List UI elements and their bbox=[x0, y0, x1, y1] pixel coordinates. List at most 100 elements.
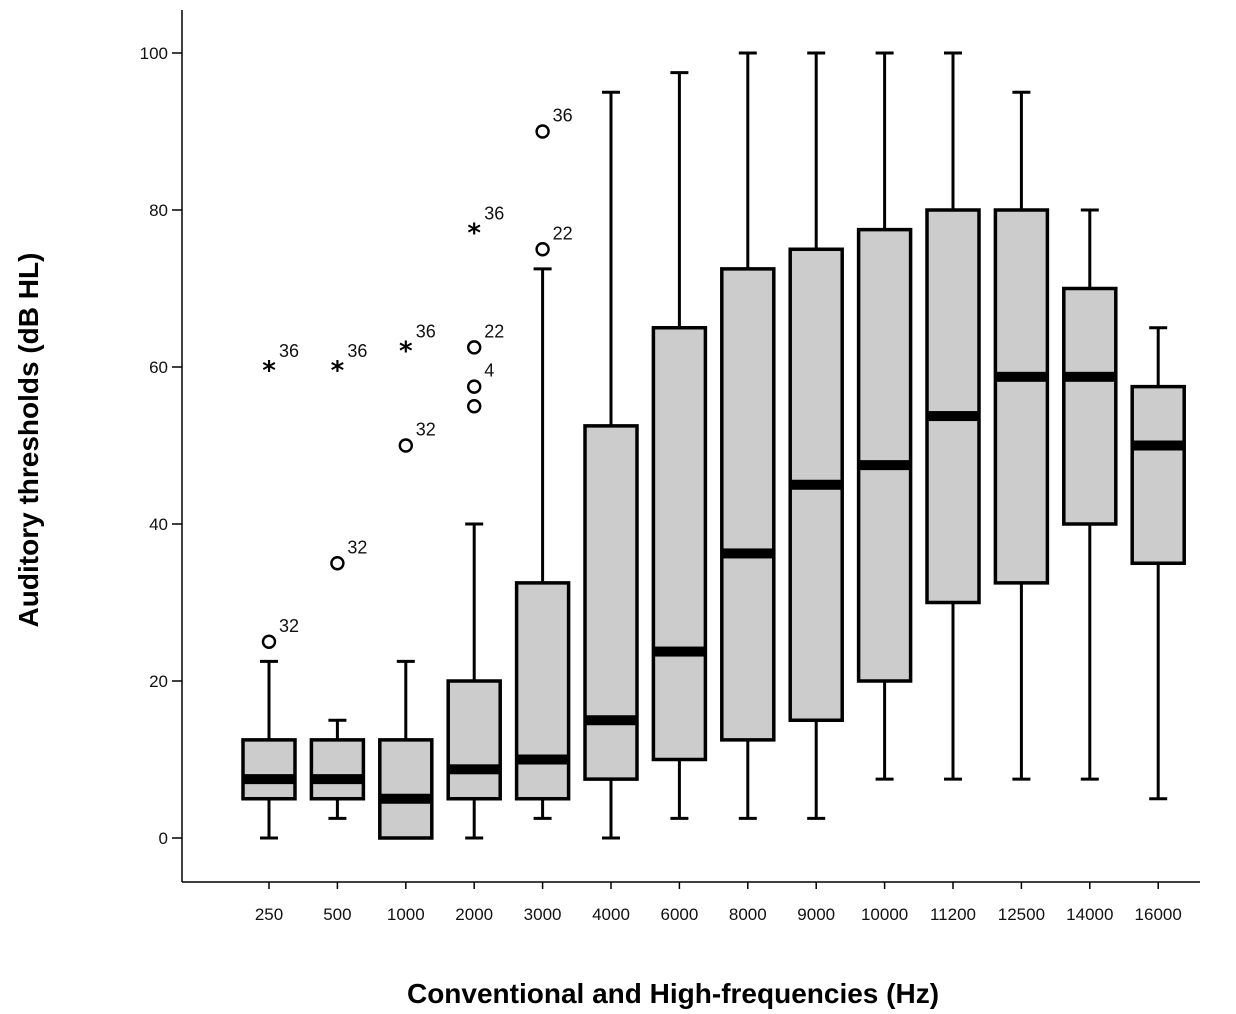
median-bar bbox=[653, 646, 706, 657]
x-tick-label: 16000 bbox=[1135, 905, 1182, 924]
x-tick-label: 11200 bbox=[930, 905, 976, 924]
outlier-circle bbox=[330, 556, 345, 571]
x-tick-label: 6000 bbox=[660, 905, 698, 924]
y-axis-title: Auditory thresholds (dB HL) bbox=[13, 253, 44, 628]
x-tick-label: 8000 bbox=[729, 905, 767, 924]
median-bar bbox=[516, 754, 569, 765]
median-bar bbox=[243, 774, 295, 785]
box-250 bbox=[241, 659, 297, 840]
outlier-circle bbox=[535, 124, 550, 139]
outlier-circle bbox=[535, 242, 550, 257]
outlier-point: 32 bbox=[398, 420, 436, 453]
outlier-label: 32 bbox=[279, 616, 299, 636]
median-bar bbox=[790, 479, 843, 490]
box-500 bbox=[309, 718, 366, 820]
outlier-label: 22 bbox=[484, 321, 504, 341]
outlier-circle bbox=[467, 379, 482, 394]
x-tick-label: 10000 bbox=[861, 905, 908, 924]
outlier-label: 36 bbox=[347, 341, 367, 361]
y-tick-label: 0 bbox=[159, 829, 168, 848]
box-body bbox=[446, 679, 502, 801]
outlier-point: 4 bbox=[467, 361, 494, 394]
outlier-star: * bbox=[331, 356, 345, 386]
boxes bbox=[241, 51, 1186, 840]
box-3000 bbox=[514, 267, 571, 820]
median-bar bbox=[1132, 440, 1185, 451]
box-body bbox=[583, 424, 639, 781]
box-body bbox=[856, 227, 913, 683]
box-6000 bbox=[651, 71, 708, 820]
median-bar bbox=[448, 764, 501, 775]
box-body bbox=[378, 738, 434, 840]
outlier-label: 32 bbox=[347, 537, 367, 557]
box-4000 bbox=[583, 90, 639, 840]
box-16000 bbox=[1130, 326, 1186, 801]
outlier-point: 22 bbox=[467, 321, 504, 355]
box-body bbox=[925, 208, 981, 605]
x-tick-label: 500 bbox=[323, 905, 351, 924]
x-ticks: 250 500 1000 2000 3000 4000 6000 8000 9000 10000 1… bbox=[255, 882, 1182, 924]
box-body bbox=[1130, 384, 1186, 565]
outlier-point: *36 bbox=[399, 321, 436, 366]
box-body bbox=[241, 738, 297, 801]
outlier-point: 32 bbox=[330, 537, 367, 571]
outlier-label: 36 bbox=[416, 321, 436, 341]
outlier-point: *36 bbox=[262, 341, 299, 386]
box-8000 bbox=[720, 51, 776, 820]
x-tick-label: 9000 bbox=[797, 905, 835, 924]
outlier-circle bbox=[467, 399, 482, 414]
box-body bbox=[1062, 286, 1118, 526]
outlier-label: 32 bbox=[416, 420, 436, 440]
outlier-label: 36 bbox=[553, 106, 573, 126]
y-tick-label: 100 bbox=[140, 44, 168, 63]
outlier-point bbox=[467, 399, 482, 414]
median-bar bbox=[1063, 371, 1116, 382]
box-body bbox=[720, 267, 776, 742]
y-tick-label: 60 bbox=[149, 358, 168, 377]
box-body bbox=[514, 581, 571, 801]
median-bar bbox=[858, 460, 911, 471]
x-tick-label: 4000 bbox=[592, 905, 630, 924]
outlier-label: 4 bbox=[484, 361, 494, 381]
box-body bbox=[309, 738, 366, 801]
outlier-point: *36 bbox=[467, 204, 504, 249]
x-tick-label: 1000 bbox=[387, 905, 425, 924]
y-ticks: 0 20 40 60 80 100 bbox=[140, 44, 182, 848]
box-10000 bbox=[856, 51, 913, 781]
outlier-circle bbox=[261, 634, 277, 649]
box-body bbox=[993, 208, 1050, 585]
outlier-label: 36 bbox=[484, 204, 504, 224]
y-tick-label: 40 bbox=[149, 515, 168, 534]
x-tick-label: 12500 bbox=[998, 905, 1045, 924]
outlier-point: 32 bbox=[261, 616, 299, 649]
box-body bbox=[651, 326, 708, 762]
outlier-label: 36 bbox=[279, 341, 299, 361]
axes bbox=[181, 10, 1200, 883]
median-bar bbox=[721, 548, 774, 559]
x-tick-label: 14000 bbox=[1066, 905, 1113, 924]
box-1000 bbox=[378, 659, 434, 840]
median-bar bbox=[311, 774, 364, 785]
box-2000 bbox=[446, 522, 502, 840]
outlier-circle bbox=[467, 340, 482, 355]
y-tick-label: 80 bbox=[149, 201, 168, 220]
outlier-label: 22 bbox=[553, 223, 573, 243]
y-tick-label: 20 bbox=[149, 672, 168, 691]
median-bar bbox=[995, 371, 1048, 382]
median-bar bbox=[585, 715, 637, 726]
outlier-star: * bbox=[399, 336, 413, 366]
box-14000 bbox=[1062, 208, 1118, 781]
outlier-star: * bbox=[467, 219, 481, 249]
x-axis-title: Conventional and High-frequencies (Hz) bbox=[407, 978, 939, 1009]
outlier-point: 36 bbox=[535, 106, 573, 139]
box-12500 bbox=[993, 90, 1050, 781]
outlier-star: * bbox=[262, 356, 276, 386]
x-tick-label: 250 bbox=[255, 905, 283, 924]
box-11200 bbox=[925, 51, 981, 781]
x-tick-label: 3000 bbox=[524, 905, 562, 924]
outlier-point: 22 bbox=[535, 223, 573, 257]
median-bar bbox=[379, 793, 432, 804]
